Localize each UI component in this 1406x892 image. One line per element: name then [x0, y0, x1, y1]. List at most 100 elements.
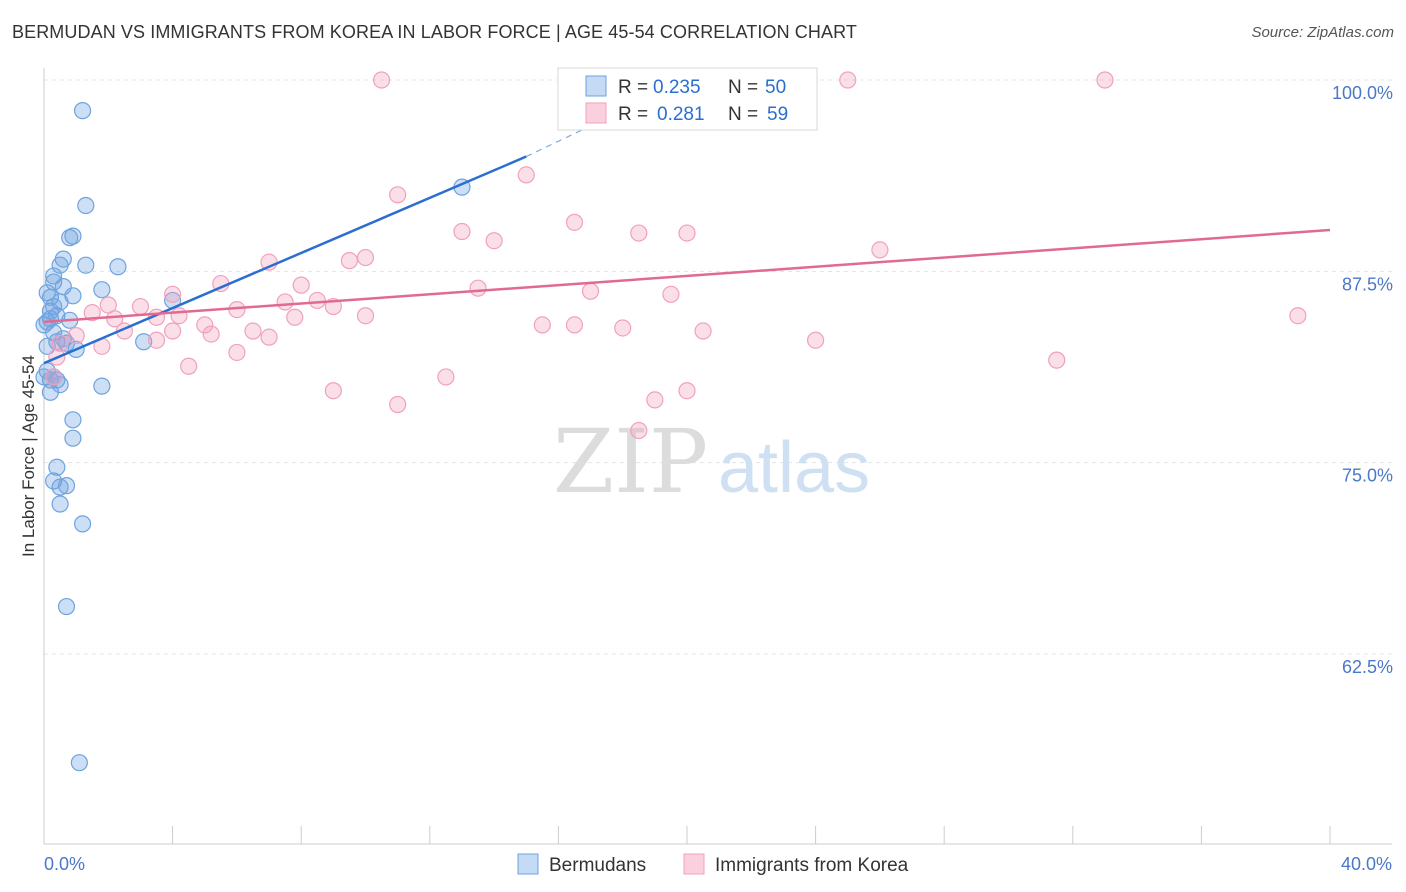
chart-title: BERMUDAN VS IMMIGRANTS FROM KOREA IN LAB… — [12, 22, 857, 42]
watermark-zip: ZIP — [553, 410, 708, 513]
point-korea — [164, 285, 182, 303]
point-korea — [170, 307, 188, 325]
y-tick-labels: 62.5% 75.0% 87.5% 100.0% — [1332, 83, 1393, 677]
point-korea — [260, 328, 278, 346]
point-korea — [147, 331, 166, 349]
point-korea — [1289, 307, 1307, 325]
point-bermudans — [64, 411, 82, 429]
point-korea — [83, 304, 101, 322]
point-korea — [131, 297, 150, 316]
point-bermudans — [54, 278, 72, 296]
x-tick-min: 0.0% — [44, 854, 85, 874]
point-bermudans — [109, 258, 127, 276]
point-bermudans — [77, 196, 95, 215]
point-bermudans — [51, 495, 69, 513]
bottom-legend-swatch-korea — [683, 853, 705, 875]
series-bermudans — [35, 102, 471, 772]
point-korea — [485, 232, 503, 250]
point-bermudans — [48, 458, 66, 476]
point-korea — [180, 357, 198, 375]
point-korea — [244, 322, 262, 340]
point-korea — [51, 334, 69, 352]
point-korea — [99, 296, 117, 314]
bottom-legend: Bermudans Immigrants from Korea — [517, 853, 909, 876]
point-bermudans — [41, 288, 60, 306]
point-korea — [372, 71, 391, 89]
point-korea — [292, 276, 310, 294]
point-korea — [806, 331, 825, 349]
point-bermudans — [41, 383, 60, 401]
legend-swatch-bermudans — [585, 75, 607, 97]
point-bermudans — [45, 323, 63, 342]
point-korea — [662, 285, 680, 303]
legend-n-label-bermudans: N = — [728, 77, 758, 98]
legend-n-value-korea: 59 — [767, 104, 788, 125]
point-korea — [356, 248, 375, 267]
point-korea — [389, 186, 407, 204]
point-korea — [565, 213, 584, 231]
point-bermudans — [57, 597, 76, 616]
y-tick-label: 62.5% — [1342, 657, 1393, 677]
point-bermudans — [41, 310, 60, 328]
bottom-legend-label-korea: Immigrants from Korea — [715, 855, 909, 876]
point-bermudans — [51, 256, 69, 274]
point-korea — [106, 310, 124, 328]
point-korea — [630, 224, 648, 242]
point-bermudans — [93, 377, 111, 395]
y-tick-label: 87.5% — [1342, 274, 1393, 294]
point-bermudans — [77, 256, 95, 274]
legend-r-label-bermudans: R = — [618, 77, 648, 98]
point-korea — [646, 391, 664, 409]
legend-n-value-bermudans: 50 — [765, 77, 786, 98]
point-korea — [469, 279, 487, 297]
point-bermudans — [135, 333, 153, 351]
legend-r-value-bermudans: 0.235 — [653, 77, 701, 98]
point-bermudans — [57, 477, 76, 495]
point-bermudans — [73, 102, 92, 120]
point-korea — [1048, 351, 1066, 369]
point-korea — [308, 291, 326, 310]
point-korea — [694, 322, 712, 340]
point-korea — [453, 222, 471, 241]
point-korea — [839, 71, 857, 89]
point-korea — [533, 316, 551, 334]
point-korea — [389, 395, 407, 414]
point-bermudans — [73, 515, 92, 533]
grid-lines — [44, 79, 1392, 655]
legend-r-value-korea: 0.281 — [657, 104, 705, 125]
point-korea — [437, 368, 455, 386]
point-bermudans — [93, 281, 111, 299]
point-korea — [228, 343, 246, 362]
point-korea — [630, 421, 648, 440]
x-tick-max: 40.0% — [1341, 854, 1392, 874]
axes — [43, 68, 1392, 845]
point-korea — [340, 252, 359, 270]
trend-line-korea — [43, 228, 1331, 324]
y-tick-label: 75.0% — [1342, 466, 1393, 486]
watermark-atlas: atlas — [718, 428, 870, 508]
legend: R = 0.235 N = 50 R = 0.281 N = 59 — [557, 67, 818, 131]
point-korea — [202, 325, 220, 343]
legend-n-label-korea: N = — [728, 104, 758, 125]
point-korea — [276, 293, 294, 311]
trend-line-bermudans — [43, 155, 527, 365]
point-korea — [517, 166, 535, 184]
watermark: ZIP atlas — [553, 410, 870, 513]
point-korea — [356, 307, 375, 325]
point-bermudans — [61, 229, 79, 247]
point-korea — [581, 282, 600, 300]
legend-r-label-korea: R = — [618, 104, 648, 125]
y-axis-label: In Labor Force | Age 45-54 — [19, 355, 38, 557]
bottom-legend-swatch-bermudans — [517, 853, 539, 875]
point-korea — [678, 382, 696, 400]
point-korea — [614, 319, 632, 337]
point-bermudans — [70, 754, 88, 772]
point-korea — [45, 368, 63, 386]
point-bermudans — [38, 284, 56, 302]
y-tick-label: 100.0% — [1332, 83, 1393, 103]
source-credit: Source: ZipAtlas.com — [1251, 24, 1394, 41]
point-korea — [286, 308, 304, 326]
point-bermudans — [45, 267, 63, 285]
point-korea — [164, 322, 182, 340]
